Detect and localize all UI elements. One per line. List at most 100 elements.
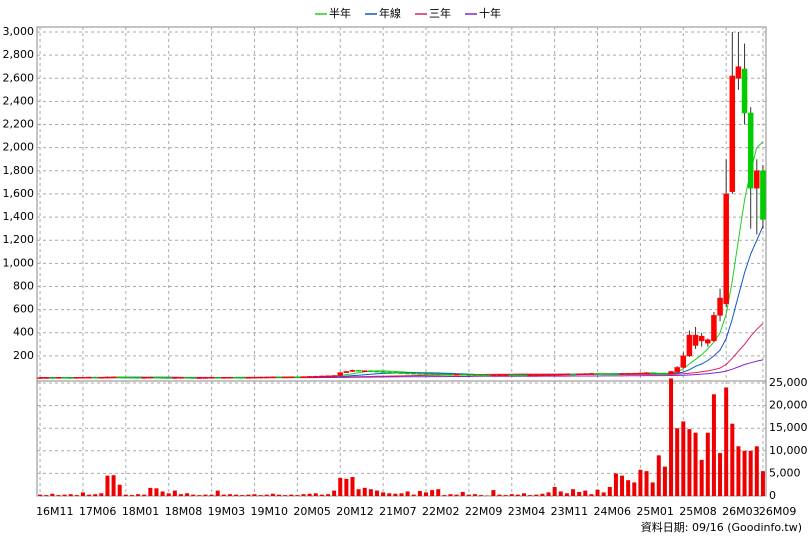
volume-bar <box>571 489 575 496</box>
volume-bar <box>663 467 667 496</box>
volume-bar <box>252 494 256 496</box>
candle-body <box>209 377 214 378</box>
x-tick-label: 16M11 <box>36 505 74 518</box>
candle-body <box>166 377 171 378</box>
candle-body <box>736 67 741 79</box>
candle-body <box>338 373 343 376</box>
x-tick-label: 20M12 <box>336 505 374 518</box>
candle-body <box>123 377 128 378</box>
candle-body <box>160 377 165 378</box>
volume-bar <box>148 488 152 496</box>
volume-bar <box>626 480 630 496</box>
volume-bar <box>56 495 60 496</box>
candle-body <box>626 373 631 374</box>
volume-bar <box>553 487 557 496</box>
candle-body <box>136 377 141 378</box>
volume-bar <box>473 494 477 496</box>
volume-bar <box>283 495 287 496</box>
volume-bar <box>442 495 446 496</box>
volume-bar <box>118 485 122 496</box>
candle-body <box>80 377 85 378</box>
volume-bar <box>191 495 195 496</box>
volume-bar <box>314 493 318 496</box>
volume-bar <box>130 495 134 496</box>
candle-body <box>595 373 600 374</box>
candle-body <box>185 377 190 378</box>
volume-bar <box>69 494 73 496</box>
y2-tick-label: 15,000 <box>769 421 808 434</box>
volume-bar <box>112 475 116 496</box>
candle-body <box>656 373 661 374</box>
candle-body <box>699 336 704 341</box>
candle-body <box>466 375 471 376</box>
candle-body <box>430 374 435 375</box>
candle-body <box>129 377 134 378</box>
candle-body <box>276 377 281 378</box>
candle-body <box>362 371 367 372</box>
volume-bar <box>99 493 103 496</box>
volume-panel <box>37 381 766 496</box>
candle-body <box>332 376 337 377</box>
candle-body <box>215 377 220 378</box>
volume-bar <box>608 487 612 496</box>
candle-body <box>424 374 429 375</box>
volume-bar <box>547 492 551 496</box>
candle-body <box>552 374 557 375</box>
y-tick-label: 200 <box>13 349 34 362</box>
candle-body <box>534 375 539 376</box>
candle-body <box>613 374 618 375</box>
candle-body <box>571 374 576 375</box>
candle-body <box>117 377 122 378</box>
candle-body <box>289 377 294 378</box>
x-tick-label: 18M08 <box>165 505 203 518</box>
volume-bar <box>228 494 232 496</box>
x-tick-label: 19M10 <box>250 505 288 518</box>
candle-body <box>93 377 98 378</box>
volume-bar <box>424 492 428 496</box>
volume-bar <box>761 471 765 496</box>
candle-body <box>669 371 674 373</box>
candle-body <box>234 377 239 378</box>
y-tick-label: 2,600 <box>3 71 35 84</box>
candle-body <box>497 375 502 376</box>
volume-bar <box>638 470 642 496</box>
candle-body <box>711 315 716 340</box>
volume-bar <box>105 476 109 496</box>
volume-bar <box>712 394 716 496</box>
volume-bar <box>565 493 569 496</box>
x-tick-label: 23M11 <box>551 505 589 518</box>
x-tick-label: 24M06 <box>594 505 632 518</box>
y-tick-label: 800 <box>13 279 34 292</box>
candle-body <box>270 377 275 378</box>
volume-bar <box>645 471 649 496</box>
volume-bar <box>412 495 416 496</box>
volume-bar <box>528 495 532 496</box>
volume-bar <box>504 495 508 496</box>
candle-body <box>558 374 563 375</box>
y-tick-label: 2,400 <box>3 94 35 107</box>
candle-body <box>227 377 232 378</box>
x-tick-label: 17M06 <box>79 505 117 518</box>
volume-bar <box>700 460 704 496</box>
volume-bar <box>259 495 263 496</box>
volume-bar <box>596 490 600 496</box>
x-tick-label: 26M09 <box>759 505 797 518</box>
candle-body <box>724 194 729 304</box>
volume-bar <box>724 388 728 496</box>
volume-bar <box>246 495 250 496</box>
x-tick-label: 18M01 <box>122 505 160 518</box>
x-tick-label: 21M07 <box>379 505 417 518</box>
candle-body <box>528 375 533 376</box>
x-tick-label: 23M04 <box>508 505 546 518</box>
candle-body <box>693 335 698 345</box>
volume-bar <box>498 495 502 496</box>
volume-bar <box>479 495 483 496</box>
candle-body <box>564 374 569 375</box>
candle-body <box>344 371 349 372</box>
y2-tick-label: 10,000 <box>769 444 808 457</box>
y2-tick-label: 25,000 <box>769 376 808 389</box>
legend-label: 十年 <box>479 6 501 20</box>
candle-body <box>399 373 404 374</box>
